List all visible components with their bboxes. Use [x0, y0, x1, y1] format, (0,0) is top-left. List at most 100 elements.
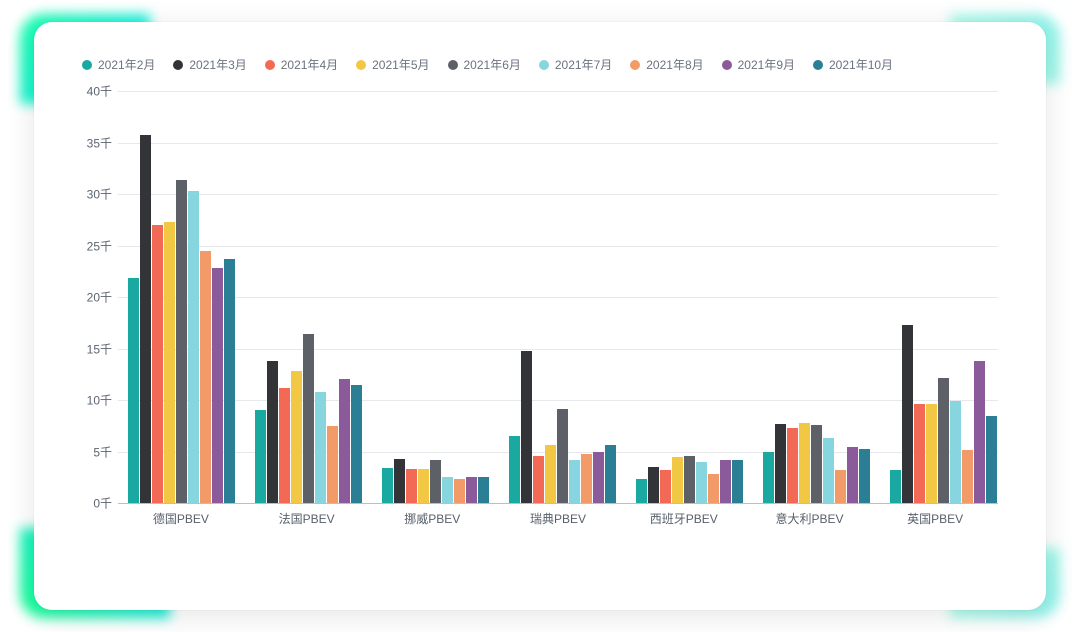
legend-swatch: [630, 60, 640, 70]
bar[interactable]: [672, 457, 683, 503]
bar[interactable]: [521, 351, 532, 503]
bar[interactable]: [684, 456, 695, 503]
bar[interactable]: [509, 436, 520, 503]
bar[interactable]: [811, 425, 822, 503]
legend-item[interactable]: 2021年7月: [539, 56, 612, 73]
bar-group: [626, 91, 753, 503]
legend-item[interactable]: 2021年5月: [356, 56, 429, 73]
bar[interactable]: [315, 392, 326, 503]
y-tick-label: 40千: [74, 83, 112, 100]
bar[interactable]: [569, 460, 580, 503]
bar-group: [499, 91, 626, 503]
chart-card: 2021年2月 2021年3月 2021年4月 2021年5月 2021年6月 2021年…: [34, 22, 1046, 610]
bar[interactable]: [581, 454, 592, 503]
bar[interactable]: [339, 379, 350, 503]
bar[interactable]: [140, 135, 151, 503]
legend-item[interactable]: 2021年9月: [722, 56, 795, 73]
bar[interactable]: [200, 251, 211, 503]
bar[interactable]: [835, 470, 846, 503]
legend-item[interactable]: 2021年3月: [173, 56, 246, 73]
bar[interactable]: [267, 361, 278, 503]
bar[interactable]: [823, 438, 834, 503]
bar[interactable]: [533, 456, 544, 503]
bar[interactable]: [962, 450, 973, 503]
bar[interactable]: [763, 452, 774, 504]
bar[interactable]: [394, 459, 405, 503]
bar[interactable]: [787, 428, 798, 503]
bar[interactable]: [128, 278, 139, 503]
bar[interactable]: [890, 470, 901, 503]
bar[interactable]: [406, 469, 417, 503]
bar[interactable]: [636, 479, 647, 503]
legend-swatch: [82, 60, 92, 70]
y-tick-label: 10千: [74, 392, 112, 409]
bar[interactable]: [708, 474, 719, 503]
bar-group: [880, 91, 1007, 503]
bar[interactable]: [986, 416, 997, 503]
y-tick-label: 35千: [74, 134, 112, 151]
bar[interactable]: [696, 462, 707, 503]
bar[interactable]: [327, 426, 338, 503]
bar[interactable]: [974, 361, 985, 503]
bar[interactable]: [291, 371, 302, 503]
bar[interactable]: [279, 388, 290, 503]
bar[interactable]: [950, 401, 961, 503]
bar[interactable]: [859, 449, 870, 503]
bar[interactable]: [418, 469, 429, 503]
chart-plot: 0千5千10千15千20千25千30千35千40千 德国PBEV法国PBEV挪威…: [118, 91, 998, 521]
chart-x-labels: 德国PBEV法国PBEV挪威PBEV瑞典PBEV西班牙PBEV意大利PBEV英国…: [118, 504, 998, 527]
stage: 2021年2月 2021年3月 2021年4月 2021年5月 2021年6月 2021年…: [0, 0, 1080, 632]
y-tick-label: 30千: [74, 186, 112, 203]
bar[interactable]: [557, 409, 568, 503]
x-tick-label: 瑞典PBEV: [495, 504, 621, 527]
bar[interactable]: [176, 180, 187, 503]
bar[interactable]: [902, 325, 913, 503]
legend-label: 2021年4月: [281, 56, 338, 73]
x-tick-label: 法国PBEV: [244, 504, 370, 527]
bar[interactable]: [914, 404, 925, 503]
bar[interactable]: [775, 424, 786, 503]
legend-item[interactable]: 2021年4月: [265, 56, 338, 73]
legend-item[interactable]: 2021年8月: [630, 56, 703, 73]
legend-item[interactable]: 2021年2月: [82, 56, 155, 73]
bar[interactable]: [212, 268, 223, 503]
bar[interactable]: [545, 445, 556, 503]
bar[interactable]: [720, 460, 731, 503]
bar[interactable]: [454, 479, 465, 503]
bar[interactable]: [847, 447, 858, 503]
bar[interactable]: [926, 404, 937, 503]
bar[interactable]: [382, 468, 393, 503]
y-tick-label: 25千: [74, 237, 112, 254]
bar[interactable]: [648, 467, 659, 503]
x-tick-label: 德国PBEV: [118, 504, 244, 527]
bar[interactable]: [593, 452, 604, 504]
bar[interactable]: [188, 191, 199, 503]
legend-swatch: [448, 60, 458, 70]
bar-group: [118, 91, 245, 503]
legend-label: 2021年10月: [829, 56, 893, 73]
bar[interactable]: [430, 460, 441, 503]
bar[interactable]: [351, 385, 362, 503]
bar[interactable]: [732, 460, 743, 503]
bar[interactable]: [605, 445, 616, 503]
bar[interactable]: [152, 225, 163, 503]
bar[interactable]: [466, 477, 477, 503]
legend-label: 2021年2月: [98, 56, 155, 73]
bar[interactable]: [164, 222, 175, 503]
bar[interactable]: [224, 259, 235, 503]
bar-group: [245, 91, 372, 503]
x-tick-label: 英国PBEV: [872, 504, 998, 527]
bar[interactable]: [938, 378, 949, 503]
legend-item[interactable]: 2021年10月: [813, 56, 893, 73]
bar[interactable]: [303, 334, 314, 503]
bar[interactable]: [255, 410, 266, 503]
x-tick-label: 挪威PBEV: [369, 504, 495, 527]
bar[interactable]: [442, 477, 453, 503]
bar[interactable]: [478, 477, 489, 503]
legend-label: 2021年6月: [464, 56, 521, 73]
bar[interactable]: [660, 470, 671, 503]
x-tick-label: 意大利PBEV: [747, 504, 873, 527]
bar[interactable]: [799, 423, 810, 503]
legend-item[interactable]: 2021年6月: [448, 56, 521, 73]
legend-label: 2021年5月: [372, 56, 429, 73]
